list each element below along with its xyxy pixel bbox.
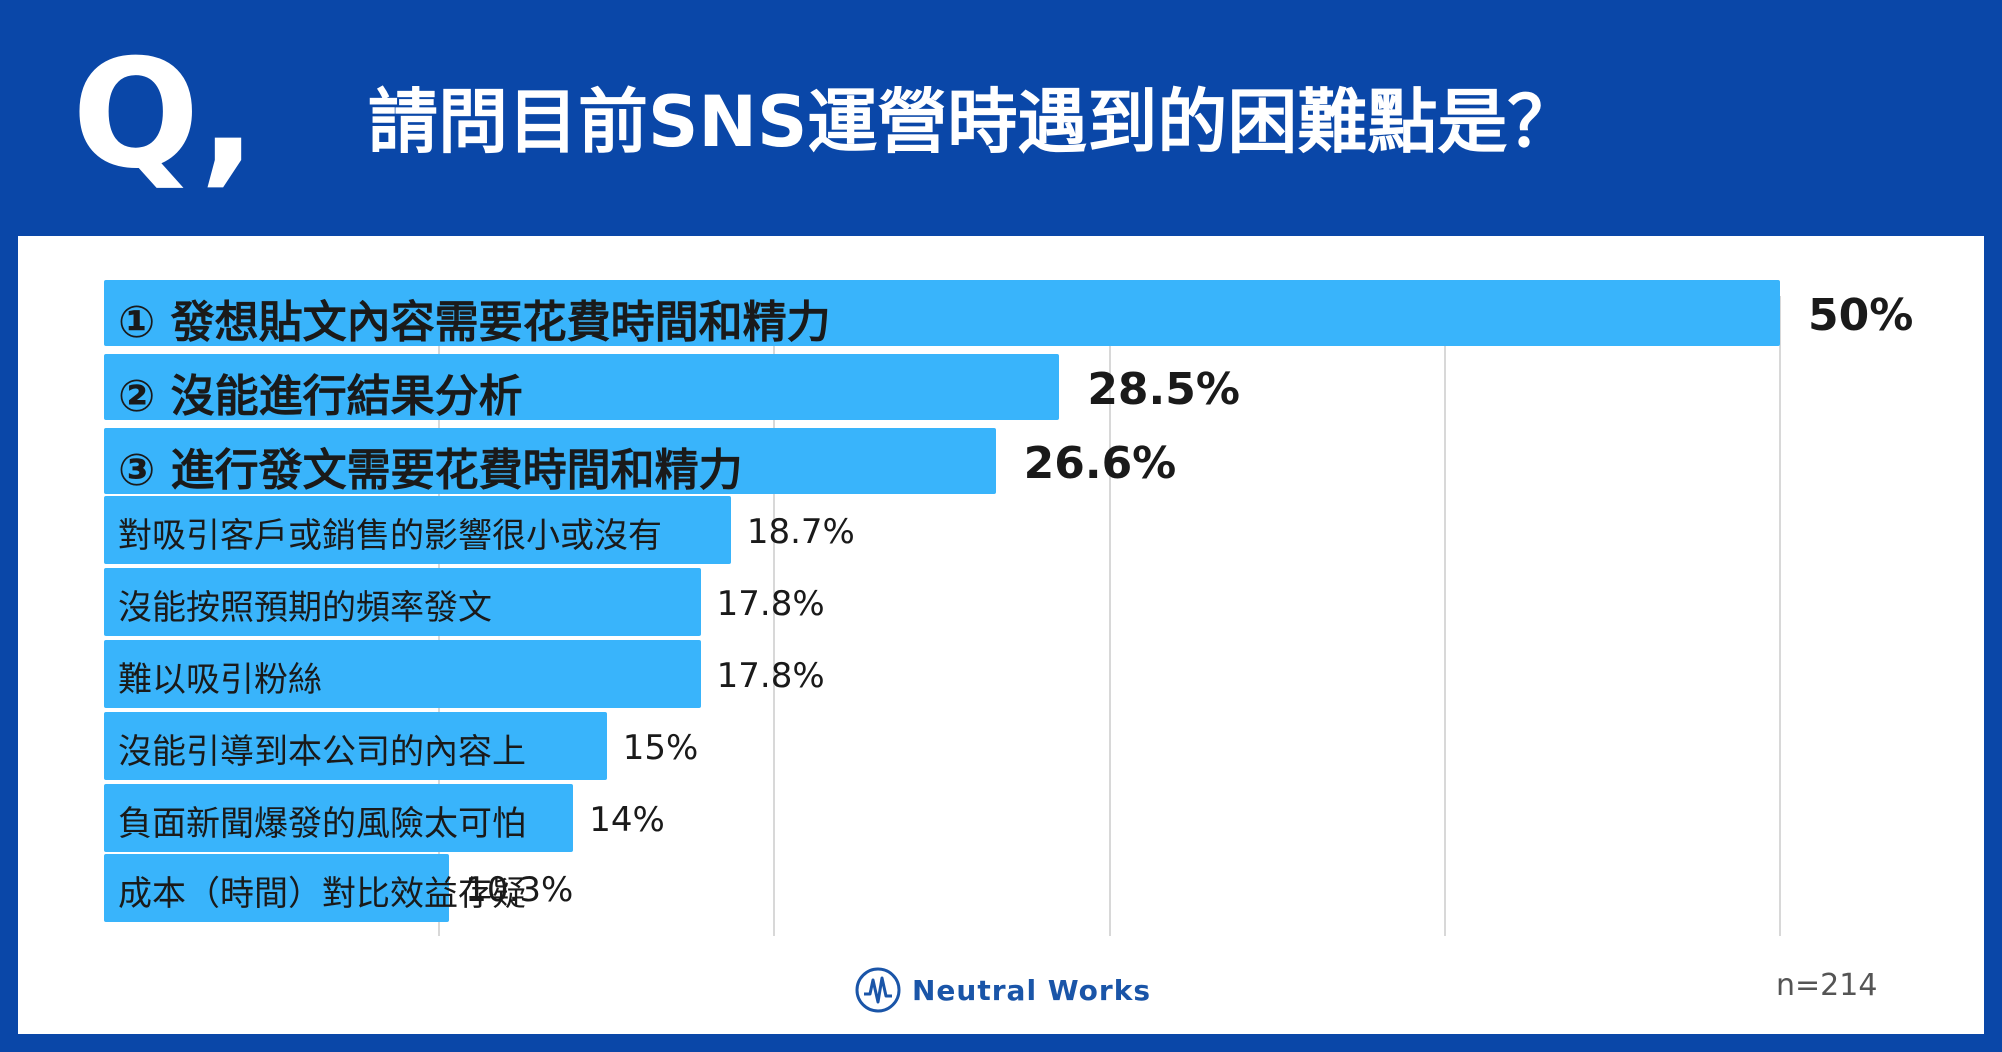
- q-mark: Q,: [72, 28, 257, 202]
- bar: [104, 854, 450, 922]
- category-label: 難以吸引粉絲: [118, 660, 322, 700]
- bar: [104, 496, 731, 564]
- bar: [104, 280, 1780, 346]
- bar: [104, 354, 1060, 420]
- value-label: 17.8%: [716, 584, 825, 624]
- value-label: 15%: [622, 728, 699, 768]
- brand-name: Neutral Works: [912, 973, 1152, 1007]
- category-label: 對吸引客戶或銷售的影響很小或沒有: [118, 516, 662, 556]
- header: Q, 請問目前SNS運營時遇到的困難點是？: [0, 0, 2002, 232]
- gridline: [1779, 296, 1781, 936]
- value-label: 50%: [1808, 290, 1914, 341]
- category-label: ② 沒能進行結果分析: [118, 371, 523, 422]
- value-label: 17.8%: [716, 656, 825, 696]
- category-label: 負面新聞爆發的風險太可怕: [118, 804, 526, 844]
- bar: [104, 428, 996, 494]
- gridline: [773, 296, 776, 936]
- value-label: 10.3%: [465, 870, 574, 910]
- category-label: 沒能按照預期的頻率發文: [118, 588, 492, 628]
- gridline: [1443, 296, 1446, 936]
- value-label: 14%: [589, 800, 665, 840]
- brand-logo: Neutral Works: [854, 962, 1151, 1018]
- sample-size: n=214: [1776, 968, 1878, 1003]
- bar: [104, 640, 701, 708]
- value-label: 18.7%: [746, 512, 855, 552]
- category-label: 成本（時間）對比效益存疑: [118, 874, 526, 914]
- question-title: 請問目前SNS運營時遇到的困難點是？: [368, 81, 1578, 163]
- value-label: 26.6%: [1023, 438, 1177, 489]
- category-label: ① 發想貼文內容需要花費時間和精力: [118, 297, 831, 348]
- category-label: ③ 進行發文需要花費時間和精力: [118, 445, 743, 496]
- bar: [104, 712, 607, 780]
- neutral-works-logo-icon: [855, 967, 901, 1013]
- category-label: 沒能引導到本公司的內容上: [118, 732, 526, 772]
- value-label: 28.5%: [1087, 364, 1240, 415]
- bar: [104, 784, 574, 852]
- bar: [104, 568, 701, 636]
- gridline: [1108, 296, 1111, 936]
- chart-panel: ① 發想貼文內容需要花費時間和精力 50% ② 沒能進行結果分析 28.5% ③ 進行發…: [18, 236, 1984, 1034]
